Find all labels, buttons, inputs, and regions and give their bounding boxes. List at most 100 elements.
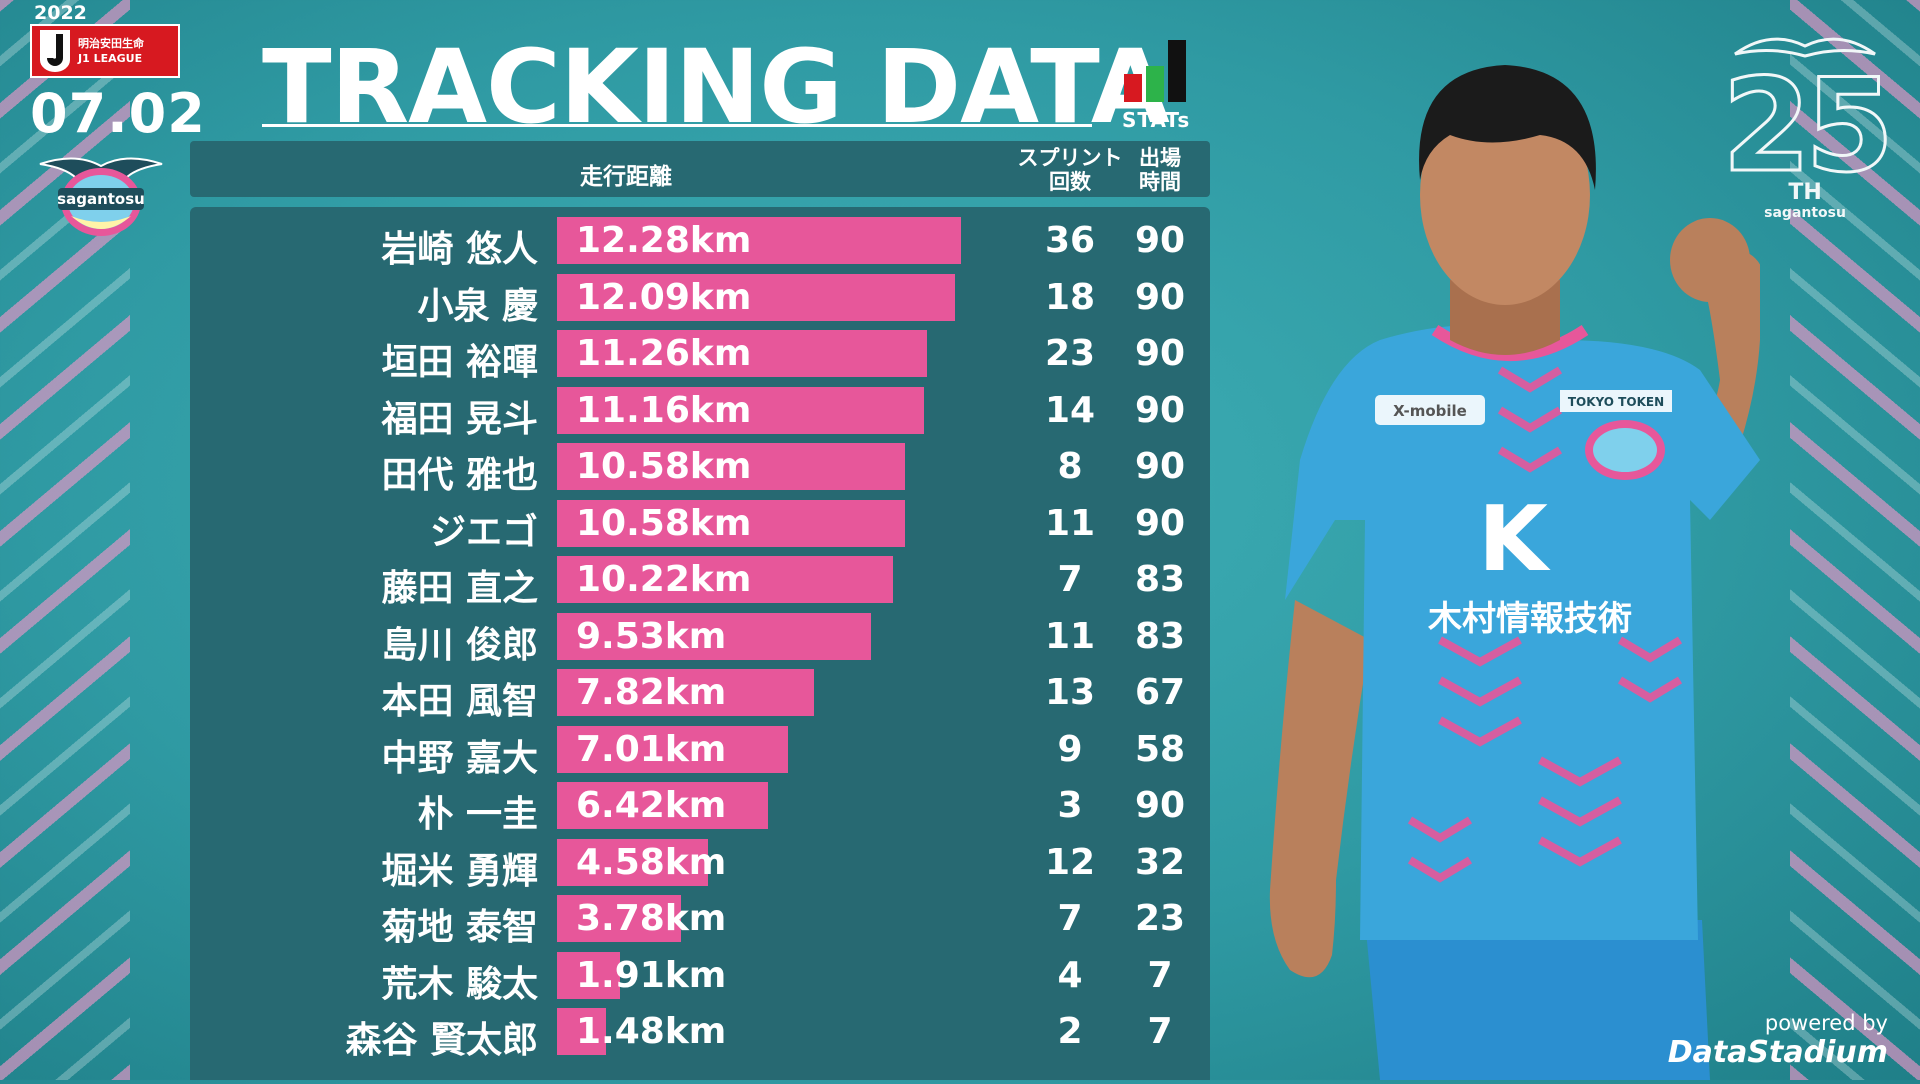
distance-bar <box>557 217 961 264</box>
match-date: 07.02 <box>30 82 206 145</box>
minutes-played: 90 <box>1134 446 1186 487</box>
player-name: 垣田 裕暉 <box>381 342 538 383</box>
distance-bar <box>557 273 955 321</box>
minutes-played: 58 <box>1134 728 1186 770</box>
sprint-count: 11 <box>1044 615 1096 657</box>
distance-bar <box>557 838 708 886</box>
player-shorts <box>1365 920 1710 1080</box>
distance-bar <box>557 443 906 490</box>
distance-bar <box>557 895 682 942</box>
distance-bar <box>557 556 894 603</box>
table-row: 朴 一圭 6.42km 3 90 <box>190 779 1210 835</box>
distance-value-label: 1.48km <box>576 1011 727 1052</box>
sprint-count: 3 <box>1057 785 1083 826</box>
minutes-played: 7 <box>1147 1011 1173 1052</box>
svg-text:木村情報技術: 木村情報技術 <box>1427 599 1632 639</box>
player-name: 森谷 賢太郎 <box>345 1020 538 1061</box>
distance-value-label: 10.58km <box>576 502 752 544</box>
svg-text:K: K <box>1478 487 1551 592</box>
season-year: 2022 <box>34 2 87 24</box>
minutes-played: 90 <box>1134 389 1186 431</box>
stats-logo: STATs <box>1122 38 1190 132</box>
league-badge: 明治安田生命 J1 LEAGUE <box>30 24 180 78</box>
emblem-club: sagantosu <box>1764 205 1846 221</box>
player-name: 中野 嘉大 <box>381 737 538 779</box>
distance-value-label: 7.01km <box>576 728 727 770</box>
league-sponsor: 明治安田生命 <box>78 37 144 50</box>
sprint-count: 23 <box>1044 333 1096 374</box>
distance-value-label: 11.26km <box>576 333 752 374</box>
minutes-played: 90 <box>1134 785 1186 826</box>
sprint-count: 8 <box>1057 446 1083 487</box>
sprint-count: 9 <box>1057 728 1083 770</box>
distance-bar <box>557 951 620 999</box>
column-header-minutes: 出場 時間 <box>1139 146 1181 194</box>
minutes-played: 32 <box>1134 841 1186 883</box>
player-name: 田代 雅也 <box>381 455 538 496</box>
sprint-count: 18 <box>1044 276 1096 318</box>
tracking-table: 岩崎 悠人 12.28km 36 90 小泉 慶 12.09km 18 90 垣田 裕暉 11.2… <box>190 207 1210 1080</box>
sprint-count: 7 <box>1057 559 1083 600</box>
distance-bar <box>557 386 925 434</box>
table-row: 垣田 裕暉 11.26km 23 90 <box>190 327 1210 383</box>
powered-by-label: powered by <box>1764 1011 1888 1035</box>
table-row: 菊地 泰智 3.78km 7 23 <box>190 892 1210 948</box>
distance-value-label: 1.91km <box>576 954 727 996</box>
minutes-played: 90 <box>1134 220 1186 261</box>
player-name: 福田 晃斗 <box>381 398 538 440</box>
minutes-played: 90 <box>1134 502 1186 544</box>
distance-bar <box>557 612 871 660</box>
table-row: 福田 晃斗 11.16km 14 90 <box>190 384 1210 440</box>
distance-value-label: 10.58km <box>576 446 752 487</box>
table-row: 田代 雅也 10.58km 8 90 <box>190 440 1210 496</box>
league-name: J1 LEAGUE <box>78 52 143 65</box>
table-row: 岩崎 悠人 12.28km 36 90 <box>190 214 1210 270</box>
distance-bar <box>557 330 928 377</box>
player-name: 島川 俊郎 <box>381 624 538 666</box>
sprint-count: 13 <box>1044 672 1096 713</box>
distance-value-label: 12.28km <box>576 220 752 261</box>
page-title: TRACKING DATA <box>262 28 1170 147</box>
distance-value-label: 9.53km <box>576 615 727 657</box>
bird-wings-icon <box>1734 37 1876 58</box>
svg-text:sagantosu: sagantosu <box>57 190 145 208</box>
minutes-played: 23 <box>1134 898 1186 939</box>
minutes-played: 83 <box>1134 615 1186 657</box>
powered-by: powered by DataStadium <box>1668 1011 1888 1070</box>
player-name: 岩崎 悠人 <box>381 229 538 270</box>
title-underline <box>262 124 1092 127</box>
distance-bar <box>557 499 906 547</box>
stats-label: STATs <box>1122 108 1191 132</box>
distance-value-label: 4.58km <box>576 841 727 883</box>
player-name: ジエゴ <box>429 511 538 553</box>
sprint-count: 7 <box>1057 898 1083 939</box>
table-row: 荒木 駿太 1.91km 4 7 <box>190 949 1210 1005</box>
distance-bar <box>557 782 769 829</box>
distance-value-label: 11.16km <box>576 389 752 431</box>
minutes-played: 67 <box>1134 672 1186 713</box>
sprint-count: 2 <box>1057 1011 1083 1052</box>
table-row: ジエゴ 10.58km 11 90 <box>190 497 1210 553</box>
svg-text:X-mobile: X-mobile <box>1393 402 1467 420</box>
column-header-sprint: スプリント 回数 <box>1017 146 1123 194</box>
data-provider-name: DataStadium <box>1667 1035 1888 1070</box>
player-name: 菊地 泰智 <box>381 907 538 948</box>
distance-value-label: 7.82km <box>576 672 727 713</box>
25th-anniversary-emblem: 25 TH sagantosu <box>1720 24 1896 221</box>
player-name: 堀米 勇輝 <box>381 850 538 892</box>
table-row: 森谷 賢太郎 1.48km 2 7 <box>190 1005 1210 1061</box>
table-header: 走行距離 スプリント 回数 出場 時間 <box>190 141 1210 197</box>
table-row: 堀米 勇輝 4.58km 12 32 <box>190 836 1210 892</box>
table-row: 本田 風智 7.82km 13 67 <box>190 666 1210 722</box>
minutes-played: 83 <box>1134 559 1186 600</box>
minutes-played: 7 <box>1147 954 1173 996</box>
player-photo: X-mobile TOKYO TOKEN K 木村情報技術 <box>1240 40 1767 1084</box>
table-row: 藤田 直之 10.22km 7 83 <box>190 553 1210 609</box>
emblem-suffix: TH <box>1788 180 1822 205</box>
emblem-number: 25 <box>1720 52 1895 201</box>
distance-value-label: 12.09km <box>576 276 752 318</box>
sprint-count: 14 <box>1044 389 1096 431</box>
table-row: 小泉 慶 12.09km 18 90 <box>190 271 1210 327</box>
player-name: 小泉 慶 <box>417 285 538 327</box>
distance-value-label: 6.42km <box>576 785 727 826</box>
